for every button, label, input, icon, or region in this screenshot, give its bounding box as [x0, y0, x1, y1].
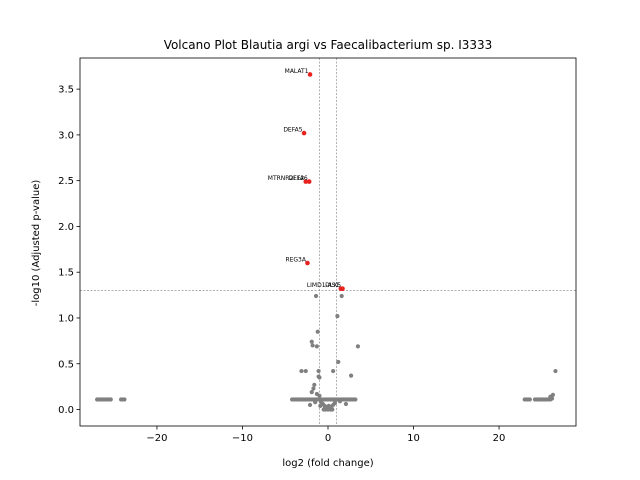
data-point [553, 368, 558, 374]
data-point [303, 368, 308, 374]
data-point [318, 403, 323, 408]
data-point [339, 293, 344, 299]
y-tick-label: 1.5 [58, 268, 74, 279]
chart-title: Volcano Plot Blautia argi vs Faecalibact… [164, 38, 493, 52]
x-tick-label: −20 [146, 433, 167, 444]
data-point [317, 393, 322, 398]
data-point [314, 344, 319, 349]
data-point [527, 397, 532, 402]
data-point [307, 402, 313, 408]
data-point [353, 397, 358, 402]
point-label: DEFA6 [288, 175, 307, 182]
point-label: LIMD1-AS1 [307, 282, 340, 289]
significant-point [305, 260, 310, 266]
significant-point [307, 72, 313, 77]
data-point [348, 373, 354, 378]
y-tick-label: 3.5 [58, 85, 74, 96]
data-point [335, 314, 340, 319]
data-point [316, 368, 321, 374]
data-point [331, 368, 336, 374]
data-point [313, 293, 319, 299]
significant-point [306, 179, 312, 184]
y-tick-label: 0.5 [58, 359, 74, 370]
data-point [311, 386, 316, 391]
y-axis-label: -log10 (Adjusted p-value) [31, 180, 42, 307]
significant-point [301, 130, 307, 136]
data-point [315, 329, 320, 334]
data-point [326, 403, 331, 408]
data-point [355, 344, 361, 349]
point-label: DEFA5 [283, 127, 302, 134]
axes-frame [79, 57, 577, 427]
data-point [309, 390, 314, 395]
data-point [312, 382, 317, 387]
data-point [317, 375, 322, 380]
data-point [343, 401, 349, 407]
significant-point [303, 179, 309, 184]
x-tick-label: 20 [493, 433, 506, 444]
x-axis-label: log2 (fold change) [282, 458, 373, 469]
data-point [549, 396, 555, 401]
point-label: DLX5 [325, 282, 341, 289]
data-point [336, 359, 341, 365]
data-point [299, 368, 304, 374]
y-tick-label: 0.0 [58, 405, 74, 416]
x-tick-label: 10 [407, 433, 420, 444]
data-point [108, 397, 113, 402]
data-point [332, 401, 337, 406]
y-tick-label: 3.0 [58, 130, 74, 141]
data-point [310, 343, 315, 348]
data-point [330, 407, 335, 412]
point-label: REG3A [285, 257, 306, 264]
x-tick-label: −10 [232, 433, 253, 444]
point-label: MALAT1 [285, 68, 309, 75]
data-point [122, 397, 127, 402]
point-label: MTRNR2L12 [268, 175, 305, 182]
data-point [313, 400, 318, 405]
data-point [309, 339, 314, 344]
x-tick-label: 0 [325, 433, 331, 444]
y-tick-label: 1.0 [58, 313, 74, 324]
significant-point [340, 286, 345, 291]
y-tick-label: 2.0 [58, 222, 74, 233]
y-tick-label: 2.5 [58, 176, 74, 187]
data-point [337, 399, 343, 404]
data-point [321, 407, 326, 412]
